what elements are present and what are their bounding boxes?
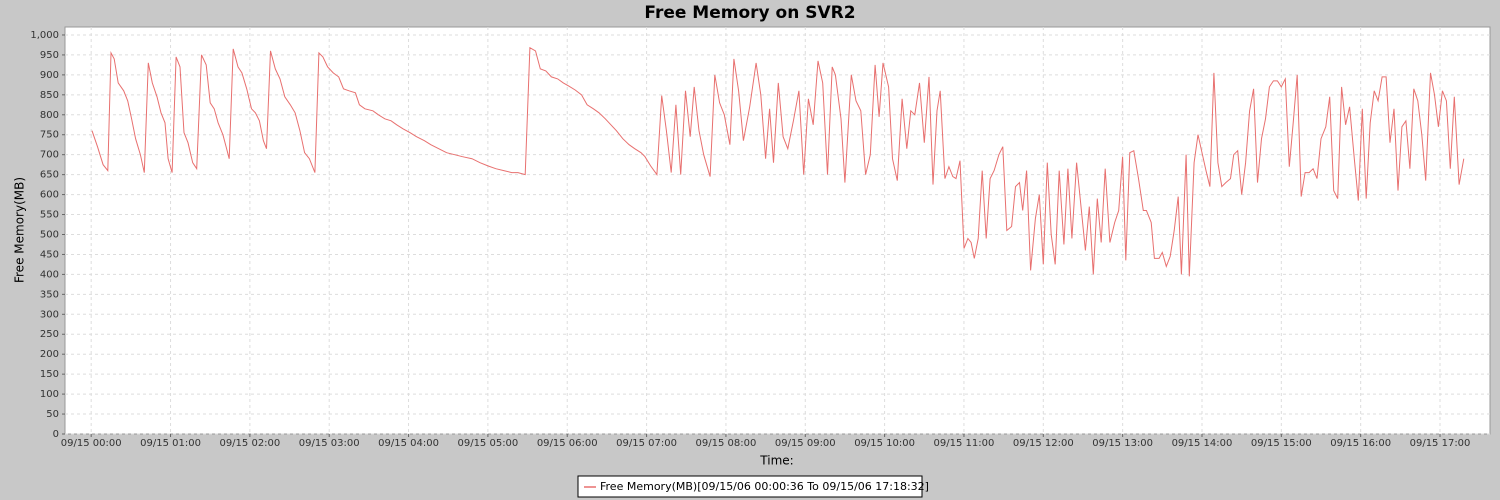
- y-tick-label: 600: [40, 190, 59, 201]
- legend-label: Free Memory(MB)[09/15/06 00:00:36 To 09/…: [600, 480, 929, 493]
- x-tick-label: 09/15 14:00: [1172, 438, 1233, 449]
- y-tick-label: 650: [40, 170, 59, 181]
- data-line: [91, 46, 1465, 277]
- x-tick-label: 09/15 17:00: [1410, 438, 1471, 449]
- y-axis-label: Free Memory(MB): [13, 177, 27, 283]
- y-tick-label: 800: [40, 110, 59, 121]
- x-tick-label: 09/15 10:00: [854, 438, 915, 449]
- y-tick-label: 400: [40, 269, 59, 280]
- x-tick-label: 09/15 07:00: [616, 438, 677, 449]
- x-tick-label: 09/15 01:00: [140, 438, 201, 449]
- y-tick-label: 700: [40, 150, 59, 161]
- legend-box: [577, 475, 923, 498]
- y-tick-label: 100: [40, 389, 59, 400]
- x-tick-label: 09/15 08:00: [696, 438, 757, 449]
- x-tick-label: 09/15 04:00: [378, 438, 439, 449]
- y-tick-label: 200: [40, 349, 59, 360]
- x-tick-label: 09/15 16:00: [1330, 438, 1391, 449]
- y-tick-label: 300: [40, 309, 59, 320]
- y-tick-label: 750: [40, 130, 59, 141]
- x-tick-label: 09/15 02:00: [219, 438, 280, 449]
- y-tick-label: 1,000: [30, 30, 59, 41]
- x-tick-label: 09/15 09:00: [775, 438, 836, 449]
- y-tick-label: 500: [40, 229, 59, 240]
- x-tick-label: 09/15 11:00: [934, 438, 995, 449]
- y-tick-label: 850: [40, 90, 59, 101]
- x-tick-label: 09/15 05:00: [457, 438, 518, 449]
- y-tick-label: 50: [46, 409, 59, 420]
- x-tick-label: 09/15 03:00: [299, 438, 360, 449]
- chart-title: Free Memory on SVR2: [644, 3, 855, 23]
- x-tick-label: 09/15 15:00: [1251, 438, 1312, 449]
- x-tick-label: 09/15 06:00: [537, 438, 598, 449]
- y-tick-label: 0: [53, 429, 59, 440]
- y-tick-label: 450: [40, 249, 59, 260]
- y-tick-label: 350: [40, 289, 59, 300]
- y-tick-label: 950: [40, 50, 59, 61]
- x-tick-label: 09/15 12:00: [1013, 438, 1074, 449]
- y-tick-label: 550: [40, 210, 59, 221]
- y-tick-label: 150: [40, 369, 59, 380]
- x-tick-label: 09/15 13:00: [1092, 438, 1153, 449]
- y-tick-label: 900: [40, 70, 59, 81]
- y-tick-label: 250: [40, 329, 59, 340]
- x-axis-label: Time:: [759, 454, 793, 468]
- x-tick-label: 09/15 00:00: [61, 438, 122, 449]
